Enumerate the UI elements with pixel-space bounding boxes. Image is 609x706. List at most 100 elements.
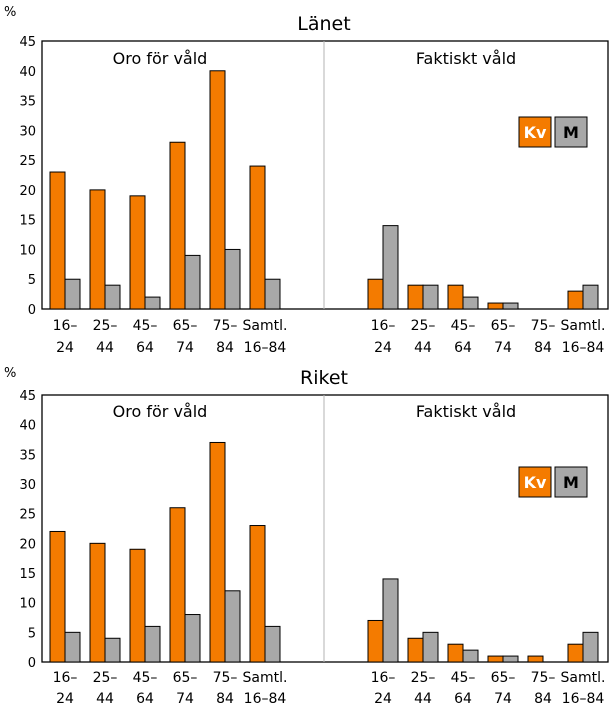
y-tick-label: 30 bbox=[19, 124, 36, 139]
y-unit-label: % bbox=[4, 5, 16, 20]
bar-kv bbox=[407, 284, 424, 310]
group-label-faktiskt: Faktiskt våld bbox=[416, 49, 516, 68]
x-category-label: 84 bbox=[216, 340, 234, 356]
x-category-label: 24 bbox=[56, 691, 74, 706]
bar-m bbox=[224, 590, 241, 663]
legend-label-m: M bbox=[563, 473, 579, 492]
x-category-label: 64 bbox=[136, 340, 154, 356]
x-category-label: 64 bbox=[454, 691, 472, 706]
x-category-label: 65– bbox=[491, 318, 516, 334]
x-category-label: 24 bbox=[56, 340, 74, 356]
x-category-label: 45– bbox=[451, 670, 476, 686]
bar-kv bbox=[89, 542, 106, 663]
x-category-label: 45– bbox=[133, 318, 158, 334]
legend-swatch-m bbox=[554, 466, 588, 498]
x-category-label: 74 bbox=[176, 340, 194, 356]
y-unit-label: % bbox=[4, 366, 16, 381]
plot-frame bbox=[41, 40, 609, 310]
legend: Kv M bbox=[518, 116, 588, 148]
bar-kv bbox=[49, 171, 66, 310]
bar-m bbox=[184, 254, 201, 310]
x-category-label: Samtl. bbox=[243, 318, 288, 334]
x-category-label: 24 bbox=[374, 691, 392, 706]
legend-label-kv: Kv bbox=[524, 123, 547, 142]
y-tick-label: 35 bbox=[19, 448, 36, 463]
bar-kv bbox=[249, 525, 266, 663]
x-category-label: 64 bbox=[454, 340, 472, 356]
bar-m bbox=[64, 278, 81, 310]
y-tick-label: 20 bbox=[19, 184, 36, 199]
x-category-label: 16– bbox=[371, 670, 396, 686]
x-category-label: 25– bbox=[93, 670, 118, 686]
x-category-label: 25– bbox=[93, 318, 118, 334]
bar-kv bbox=[129, 195, 146, 310]
y-tick-label: 10 bbox=[19, 243, 36, 258]
x-category-label: Samtl. bbox=[561, 318, 606, 334]
x-category-label: 84 bbox=[534, 691, 552, 706]
x-category-label: Samtl. bbox=[561, 670, 606, 686]
plot-frame bbox=[41, 394, 609, 663]
bar-kv bbox=[129, 548, 146, 663]
group-label-oro: Oro för våld bbox=[113, 402, 208, 421]
bar-kv bbox=[367, 619, 384, 663]
x-category-label: 44 bbox=[414, 340, 432, 356]
bar-m bbox=[382, 225, 399, 310]
legend: Kv M bbox=[518, 466, 588, 498]
legend-swatch-kv bbox=[518, 466, 552, 498]
y-tick-label: 15 bbox=[19, 214, 36, 229]
bar-m bbox=[104, 284, 121, 310]
y-tick-label: 45 bbox=[19, 389, 36, 404]
y-tick-label: 40 bbox=[19, 65, 36, 80]
y-axis-ticks: 0 5 10 15 20 25 30 35 40 45 bbox=[19, 389, 36, 671]
bar-kv bbox=[487, 655, 504, 663]
group-label-faktiskt: Faktiskt våld bbox=[416, 402, 516, 421]
y-tick-label: 5 bbox=[28, 626, 36, 641]
bar-kv bbox=[209, 70, 226, 310]
x-category-label: 84 bbox=[534, 340, 552, 356]
y-tick-label: 20 bbox=[19, 537, 36, 552]
x-axis-categories: 16– 24 25– 44 45– 64 65– 74 75– 84 Samtl. 16–84 16– 2… bbox=[53, 318, 606, 356]
panel-title: Länet bbox=[297, 13, 350, 35]
bar-kv bbox=[447, 284, 464, 310]
x-category-label: 16–84 bbox=[562, 340, 605, 356]
y-tick-label: 30 bbox=[19, 478, 36, 493]
bar-m bbox=[462, 649, 479, 663]
bar-kv bbox=[407, 637, 424, 663]
bar-kv bbox=[49, 530, 66, 663]
x-category-label: 16– bbox=[53, 670, 78, 686]
y-tick-label: 45 bbox=[19, 35, 36, 50]
x-category-label: 65– bbox=[173, 318, 198, 334]
x-category-label: 75– bbox=[213, 318, 238, 334]
bar-m bbox=[104, 637, 121, 663]
bars bbox=[49, 441, 599, 663]
bar-m bbox=[502, 655, 519, 663]
bar-m bbox=[462, 296, 479, 310]
x-category-label: 74 bbox=[494, 691, 512, 706]
y-tick-label: 15 bbox=[19, 567, 36, 582]
bar-m bbox=[64, 631, 81, 663]
y-tick-label: 25 bbox=[19, 508, 36, 523]
bar-kv bbox=[487, 302, 504, 310]
bar-m bbox=[502, 302, 519, 310]
y-tick-label: 10 bbox=[19, 597, 36, 612]
x-category-label: 75– bbox=[213, 670, 238, 686]
x-category-label: 65– bbox=[173, 670, 198, 686]
x-category-label: 45– bbox=[133, 670, 158, 686]
bar-m bbox=[264, 278, 281, 310]
x-category-label: 74 bbox=[176, 691, 194, 706]
y-tick-label: 25 bbox=[19, 154, 36, 169]
x-category-label: 65– bbox=[491, 670, 516, 686]
bar-kv bbox=[169, 507, 186, 663]
bar-kv bbox=[527, 655, 544, 663]
bars bbox=[49, 70, 599, 310]
y-tick-label: 0 bbox=[28, 303, 36, 318]
bar-m bbox=[184, 614, 201, 663]
x-category-label: 44 bbox=[96, 340, 114, 356]
bar-kv bbox=[567, 643, 584, 663]
bar-m bbox=[582, 284, 599, 310]
x-category-label: 25– bbox=[411, 318, 436, 334]
x-category-label: 16– bbox=[371, 318, 396, 334]
legend-swatch-kv bbox=[518, 116, 552, 148]
panel-title: Riket bbox=[300, 367, 348, 389]
